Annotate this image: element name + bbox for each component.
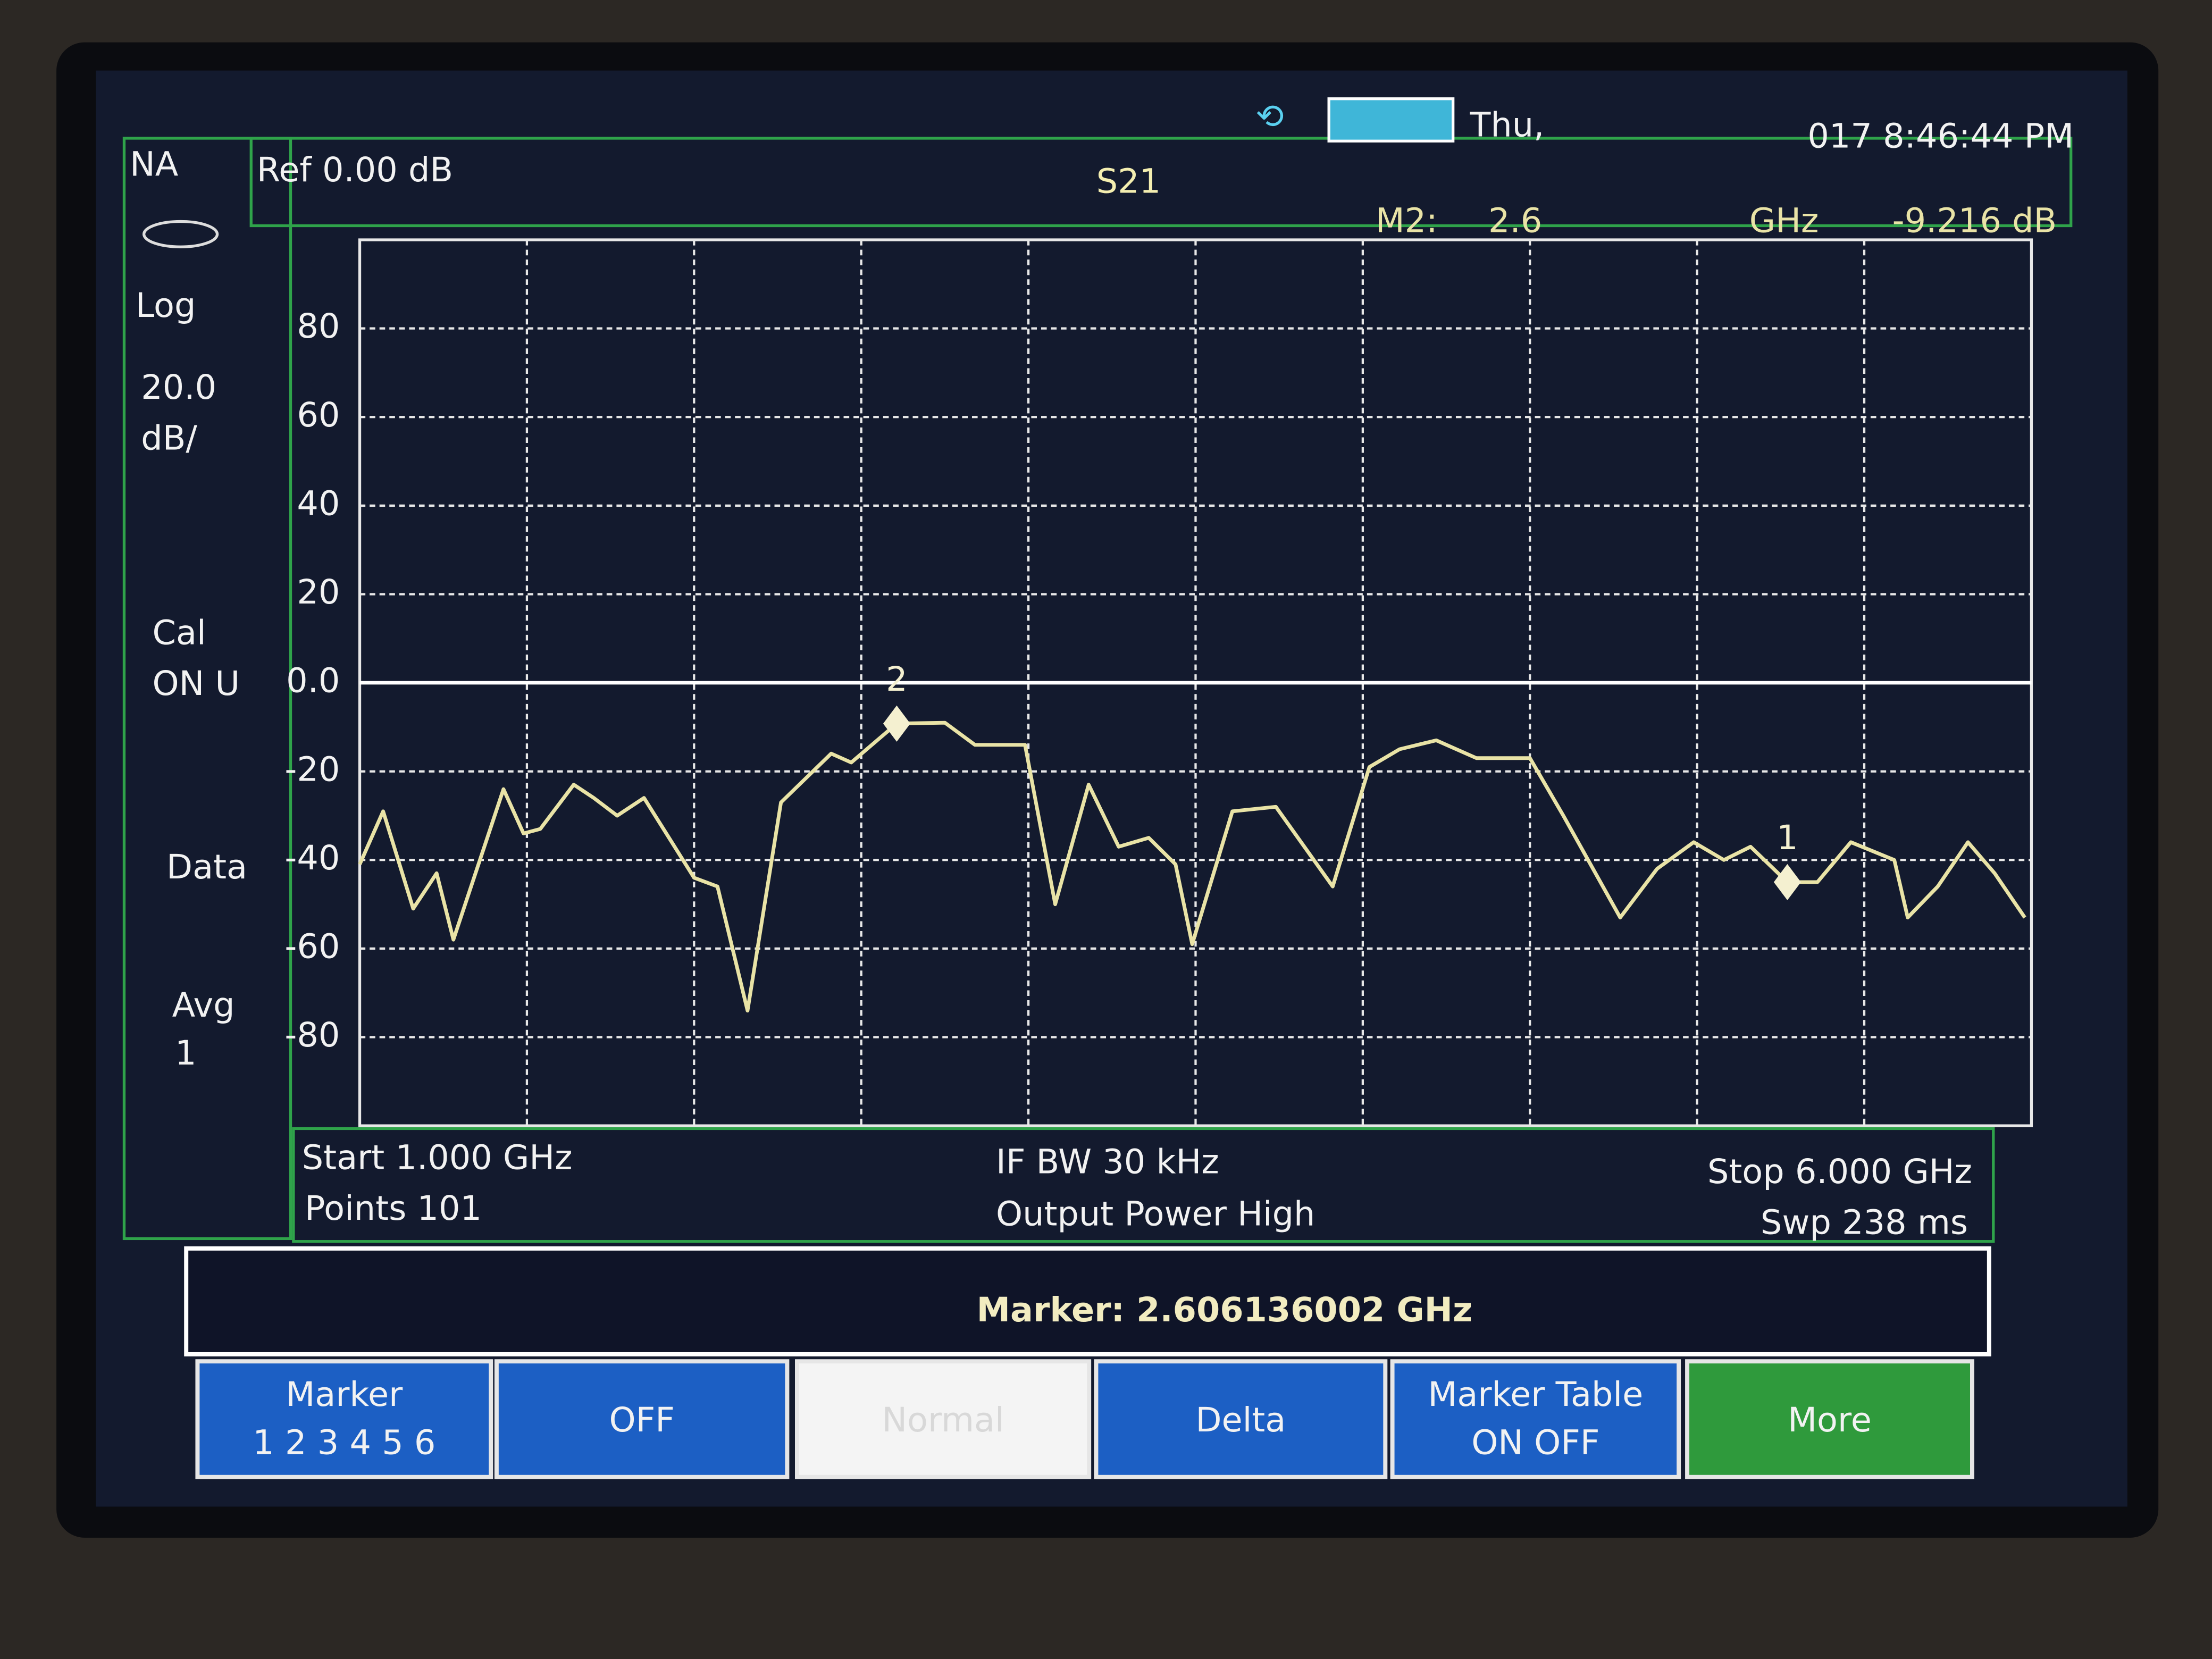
ref-level: Ref 0.00 dB xyxy=(257,150,453,190)
mode: NA xyxy=(130,145,179,185)
y-tick-label: -20 xyxy=(284,750,340,789)
softkey-label: Normal xyxy=(882,1401,1004,1440)
marker-value: -9.216 dB xyxy=(1892,202,2057,241)
sweep-time: Swp 238 ms xyxy=(1761,1203,1968,1242)
format: Log xyxy=(136,286,196,325)
scale: 20.0 xyxy=(141,368,216,407)
data-label: Data xyxy=(166,848,247,887)
status-day: Thu, xyxy=(1469,105,1544,145)
network-icon: ⟲ xyxy=(1255,97,1284,136)
trace-icon xyxy=(142,220,219,248)
status-time: 017 8:46:44 PM xyxy=(1807,117,2074,156)
softkey[interactable] xyxy=(1094,1359,1388,1479)
y-tick-label: -40 xyxy=(284,839,340,878)
trace xyxy=(358,720,2026,1013)
battery-icon xyxy=(1327,97,1455,143)
y-tick-label: 60 xyxy=(297,396,340,435)
y-tick-label: 80 xyxy=(297,307,340,346)
avg: Avg xyxy=(172,986,235,1025)
softkey[interactable] xyxy=(795,1359,1092,1479)
avg-count: 1 xyxy=(175,1034,197,1073)
marker-unit: GHz xyxy=(1749,202,1819,241)
y-tick-label: -60 xyxy=(284,927,340,966)
softkey-label: More xyxy=(1788,1401,1872,1440)
left-panel xyxy=(122,137,292,1241)
softkey-label: Marker Table xyxy=(1428,1375,1643,1414)
output-power: Output Power High xyxy=(996,1195,1315,1234)
softkey[interactable] xyxy=(494,1359,790,1479)
marker-freq: 2.6 xyxy=(1488,202,1542,241)
trace-name: S21 xyxy=(1096,162,1161,201)
marker-diamond xyxy=(883,705,910,742)
marker-diamond xyxy=(1773,864,1801,901)
cal: Cal xyxy=(153,613,206,652)
header-frame xyxy=(249,137,2073,228)
softkey-sub: 1 2 3 4 5 6 xyxy=(253,1423,435,1462)
footer-frame xyxy=(292,1127,1995,1243)
y-tick-label: 40 xyxy=(297,484,340,523)
marker-readout: Marker: 2.606136002 GHz xyxy=(977,1291,1472,1330)
points: Points 101 xyxy=(305,1189,482,1228)
y-tick-label: 0.0 xyxy=(286,661,340,701)
scale-unit: dB/ xyxy=(141,418,197,458)
stop-freq: Stop 6.000 GHz xyxy=(1707,1152,1972,1192)
cal-state: ON U xyxy=(153,664,240,703)
marker-label: 2 xyxy=(886,660,908,699)
y-tick-label: -80 xyxy=(284,1016,340,1055)
softkeys: Marker 1 2 3 4 5 6 OFF Normal Delta Marker Ta… xyxy=(195,1359,1974,1479)
softkey[interactable] xyxy=(195,1359,493,1479)
if-bandwidth: IF BW 30 kHz xyxy=(996,1142,1219,1182)
softkey[interactable] xyxy=(1390,1359,1681,1479)
y-tick-label: 20 xyxy=(297,573,340,612)
softkey-label: OFF xyxy=(609,1401,674,1440)
softkey-label: Delta xyxy=(1195,1401,1286,1440)
softkey[interactable] xyxy=(1685,1359,1974,1479)
softkey-label: Marker xyxy=(286,1375,403,1414)
marker-label: 1 xyxy=(1777,818,1798,858)
marker-name: M2: xyxy=(1376,202,1438,241)
softkey-sub: ON OFF xyxy=(1471,1423,1599,1462)
start-freq: Start 1.000 GHz xyxy=(302,1138,573,1177)
marker-bar xyxy=(184,1246,1991,1356)
